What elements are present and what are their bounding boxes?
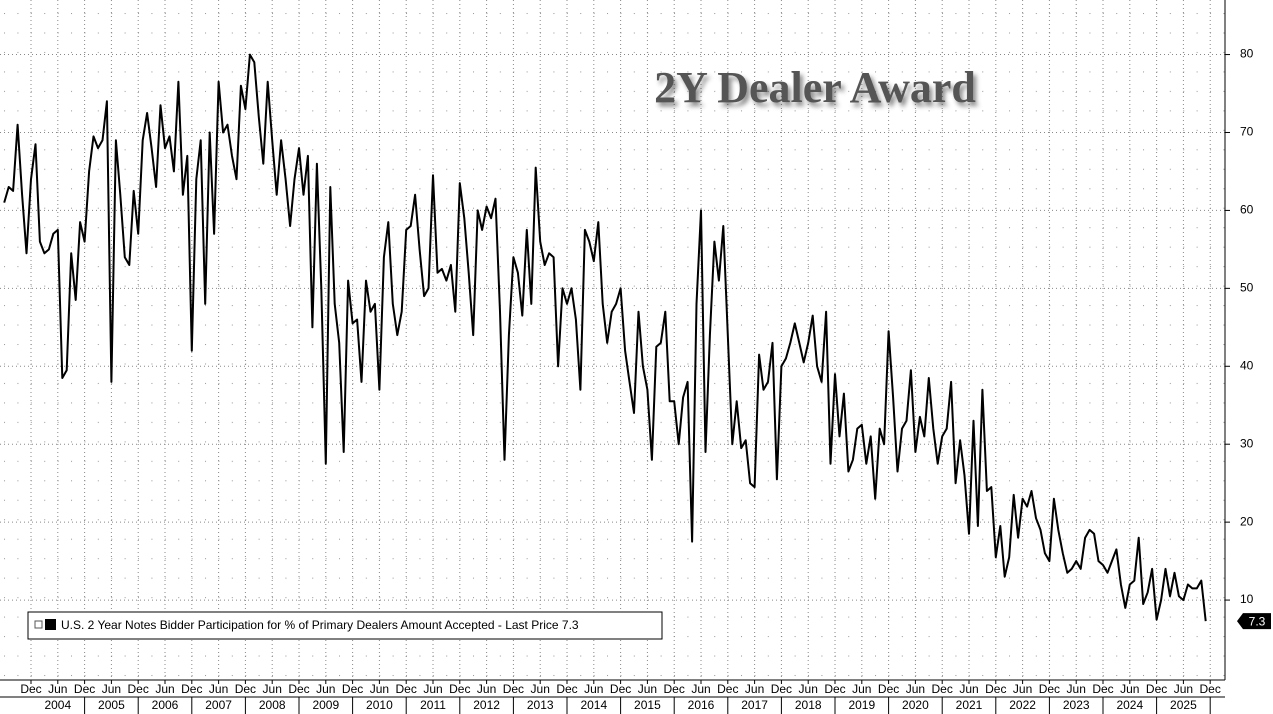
x-tick-label: Dec: [503, 682, 524, 696]
y-tick-label: 70: [1240, 125, 1254, 139]
last-price-tag: [1237, 613, 1271, 630]
x-tick-label: Dec: [556, 682, 577, 696]
y-tick-label: 80: [1240, 47, 1254, 61]
x-tick-label: Dec: [1092, 682, 1113, 696]
year-label: 2011: [420, 698, 446, 712]
year-label: 2022: [1009, 698, 1036, 712]
chart-title: 2Y Dealer Award: [654, 63, 976, 112]
x-tick-label: Jun: [477, 682, 496, 696]
x-tick-label: Jun: [370, 682, 389, 696]
x-tick-label: Dec: [128, 682, 149, 696]
year-label: 2010: [366, 698, 393, 712]
legend-box: [27, 611, 663, 640]
y-tick-label: 20: [1240, 514, 1254, 528]
year-label: 2009: [312, 698, 339, 712]
x-tick-label: Dec: [1200, 682, 1221, 696]
year-label: 2020: [902, 698, 929, 712]
y-tick-label: 60: [1240, 203, 1254, 217]
plot: [3, 53, 1207, 622]
x-tick-label: Jun: [799, 682, 818, 696]
x-tick-label: Jun: [423, 682, 442, 696]
year-label: 2024: [1116, 698, 1143, 712]
year-label: 2021: [956, 698, 983, 712]
x-tick-label: Dec: [824, 682, 845, 696]
x-tick-label: Dec: [771, 682, 792, 696]
year-label: 2005: [98, 698, 125, 712]
x-tick-label: Jun: [638, 682, 657, 696]
x-tick-label: Jun: [1120, 682, 1139, 696]
y-tick-label: 30: [1240, 436, 1254, 450]
x-tick-label: Jun: [906, 682, 925, 696]
x-tick-label: Dec: [396, 682, 417, 696]
minor-grid: [0, 0, 1225, 680]
x-tick-label: Jun: [959, 682, 978, 696]
y-tick-label: 40: [1240, 358, 1254, 372]
year-label: 2018: [795, 698, 822, 712]
legend: U.S. 2 Year Notes Bidder Participation f…: [27, 611, 663, 640]
last-price-label: 7.3: [1249, 614, 1266, 628]
year-label: 2012: [473, 698, 500, 712]
year-label: 2008: [259, 698, 286, 712]
x-tick-label: Jun: [1067, 682, 1086, 696]
year-label: 2017: [741, 698, 768, 712]
year-label: 2004: [44, 698, 71, 712]
legend-swatch: [45, 619, 56, 630]
year-label: 2014: [580, 698, 607, 712]
x-tick-label: Jun: [155, 682, 174, 696]
x-tick-label: Dec: [342, 682, 363, 696]
x-tick-label: Jun: [852, 682, 871, 696]
year-label: 2007: [205, 698, 232, 712]
line: [3, 53, 1207, 622]
year-label: 2016: [688, 698, 715, 712]
x-tick-label: Jun: [48, 682, 67, 696]
y-tick-label: 10: [1240, 592, 1254, 606]
x-tick-label: Dec: [181, 682, 202, 696]
x-tick-label: Jun: [316, 682, 335, 696]
x-tick-label: Jun: [102, 682, 121, 696]
legend-toggle: [34, 620, 43, 629]
x-tick-label: Dec: [932, 682, 953, 696]
year-label: 2025: [1170, 698, 1197, 712]
x-tick-label: Dec: [235, 682, 256, 696]
x-tick-label: Jun: [1013, 682, 1032, 696]
x-tick-label: Jun: [263, 682, 282, 696]
year-label: 2006: [152, 698, 179, 712]
x-tick-label: Jun: [209, 682, 228, 696]
x-tick-label: Dec: [985, 682, 1006, 696]
x-tick-label: Dec: [610, 682, 631, 696]
year-label: 2015: [634, 698, 661, 712]
x-tick-label: Dec: [664, 682, 685, 696]
x-tick-label: Dec: [20, 682, 41, 696]
year-label: 2023: [1063, 698, 1090, 712]
x-tick-label: Jun: [691, 682, 710, 696]
year-label: 2013: [527, 698, 554, 712]
x-tick-label: Dec: [288, 682, 309, 696]
year-label: 2019: [848, 698, 875, 712]
x-tick-label: Jun: [1174, 682, 1193, 696]
y-tick-label: 50: [1240, 281, 1254, 295]
legend-label: U.S. 2 Year Notes Bidder Participation f…: [61, 618, 579, 632]
x-tick-label: Dec: [74, 682, 95, 696]
x-tick-label: Dec: [1039, 682, 1060, 696]
x-tick-label: Dec: [878, 682, 899, 696]
x-tick-label: Dec: [1146, 682, 1167, 696]
x-tick-label: Dec: [449, 682, 470, 696]
x-tick-label: Jun: [745, 682, 764, 696]
x-tick-label: Dec: [717, 682, 738, 696]
x-tick-label: Jun: [531, 682, 550, 696]
x-tick-label: Jun: [584, 682, 603, 696]
